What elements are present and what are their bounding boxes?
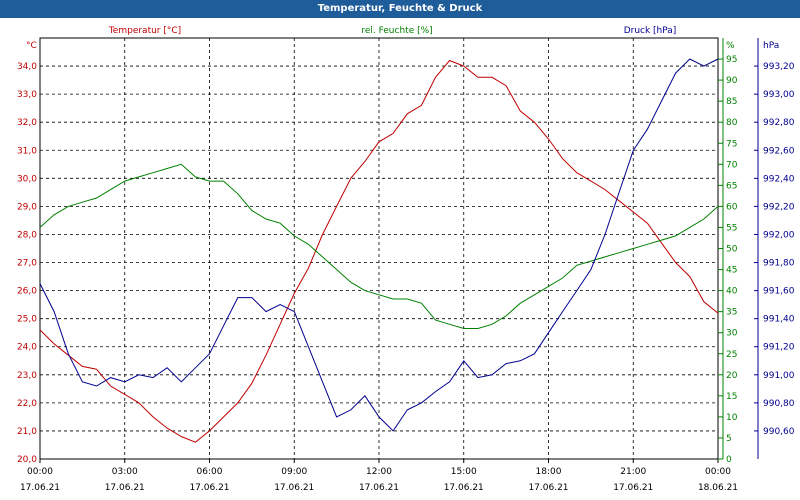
humidity-tick-label: 60 <box>726 202 738 212</box>
x-tick-time: 18:00 <box>536 467 562 477</box>
humidity-tick-label: 90 <box>726 76 738 86</box>
temperature-tick-label: 24,0 <box>17 343 37 353</box>
x-tick-time: 15:00 <box>451 467 477 477</box>
temperature-tick-label: 26,0 <box>17 287 37 297</box>
temperature-tick-label: 20,0 <box>17 455 37 465</box>
pressure-tick-label: 992,40 <box>763 174 795 184</box>
humidity-tick-label: 10 <box>726 413 738 423</box>
humidity-tick-label: 15 <box>726 392 737 402</box>
humidity-tick-label: 25 <box>726 350 737 360</box>
x-tick-date: 17.06.21 <box>444 483 484 493</box>
pressure-tick-label: 992,80 <box>763 118 795 128</box>
x-tick-date: 17.06.21 <box>189 483 229 493</box>
series-line <box>39 59 719 443</box>
temperature-tick-label: 25,0 <box>17 315 37 325</box>
pressure-tick-label: 993,00 <box>763 90 795 100</box>
humidity-tick-label: 70 <box>726 160 738 170</box>
pressure-tick-label: 992,00 <box>763 230 795 240</box>
temperature-tick-label: 28,0 <box>17 230 37 240</box>
humidity-tick-label: 0 <box>726 455 732 465</box>
temperature-axis-unit: °C <box>26 41 37 51</box>
chart: 20,0 21,0 22,0 23,0 24,0 25,0 26,0 27,0 28,0 29,0… <box>17 26 795 493</box>
temperature-tick-label: 23,0 <box>17 371 37 381</box>
humidity-tick-label: 35 <box>726 308 737 318</box>
temperature-tick-label: 22,0 <box>17 399 37 409</box>
x-tick-time: 09:00 <box>281 467 307 477</box>
temperature-tick-label: 27,0 <box>17 259 37 269</box>
humidity-tick-label: 5 <box>726 434 732 444</box>
x-tick-date: 17.06.21 <box>105 483 145 493</box>
temperature-tick-label: 29,0 <box>17 202 37 212</box>
humidity-tick-label: 55 <box>726 223 737 233</box>
humidity-axis-unit: % <box>726 41 735 51</box>
series-label: Druck [hPa] <box>624 26 677 36</box>
pressure-tick-label: 991,40 <box>763 315 795 325</box>
pressure-tick-label: 991,20 <box>763 343 795 353</box>
pressure-tick-label: 990,60 <box>763 427 795 437</box>
x-tick-time: 03:00 <box>112 467 138 477</box>
pressure-tick-label: 991,00 <box>763 371 795 381</box>
humidity-tick-label: 50 <box>726 245 738 255</box>
pressure-tick-label: 993,20 <box>763 62 795 72</box>
humidity-tick-label: 65 <box>726 181 737 191</box>
x-tick-date: 17.06.21 <box>613 483 653 493</box>
x-tick-date: 17.06.21 <box>528 483 568 493</box>
x-tick-time: 12:00 <box>366 467 392 477</box>
x-tick-date: 17.06.21 <box>20 483 60 493</box>
x-tick-date: 17.06.21 <box>359 483 399 493</box>
temperature-tick-label: 33,0 <box>17 90 37 100</box>
pressure-tick-label: 992,60 <box>763 146 795 156</box>
pressure-tick-label: 991,60 <box>763 287 795 297</box>
temperature-tick-label: 31,0 <box>17 146 37 156</box>
x-tick-time: 21:00 <box>620 467 646 477</box>
series-label: Temperatur [°C] <box>108 26 181 36</box>
series-line <box>39 58 719 432</box>
humidity-tick-label: 85 <box>726 97 737 107</box>
temperature-tick-label: 32,0 <box>17 118 37 128</box>
temperature-tick-label: 21,0 <box>17 427 37 437</box>
series-line <box>39 163 719 329</box>
temperature-tick-label: 34,0 <box>17 62 37 72</box>
pressure-tick-label: 991,80 <box>763 259 795 269</box>
series-label: rel. Feuchte [%] <box>361 26 432 36</box>
x-tick-time: 00:00 <box>705 467 731 477</box>
humidity-tick-label: 75 <box>726 139 737 149</box>
pressure-tick-label: 992,20 <box>763 202 795 212</box>
humidity-tick-label: 40 <box>726 287 738 297</box>
humidity-tick-label: 80 <box>726 118 738 128</box>
x-tick-date: 17.06.21 <box>274 483 314 493</box>
window-title: Temperatur, Feuchte & Druck <box>0 0 800 18</box>
x-tick-time: 06:00 <box>197 467 223 477</box>
humidity-tick-label: 20 <box>726 371 738 381</box>
pressure-tick-label: 990,80 <box>763 399 795 409</box>
humidity-tick-label: 30 <box>726 329 738 339</box>
temperature-tick-label: 30,0 <box>17 174 37 184</box>
pressure-axis-unit: hPa <box>763 41 779 51</box>
x-tick-date: 18.06.21 <box>698 483 738 493</box>
x-tick-time: 00:00 <box>27 467 53 477</box>
humidity-tick-label: 45 <box>726 266 737 276</box>
humidity-tick-label: 95 <box>726 55 737 65</box>
